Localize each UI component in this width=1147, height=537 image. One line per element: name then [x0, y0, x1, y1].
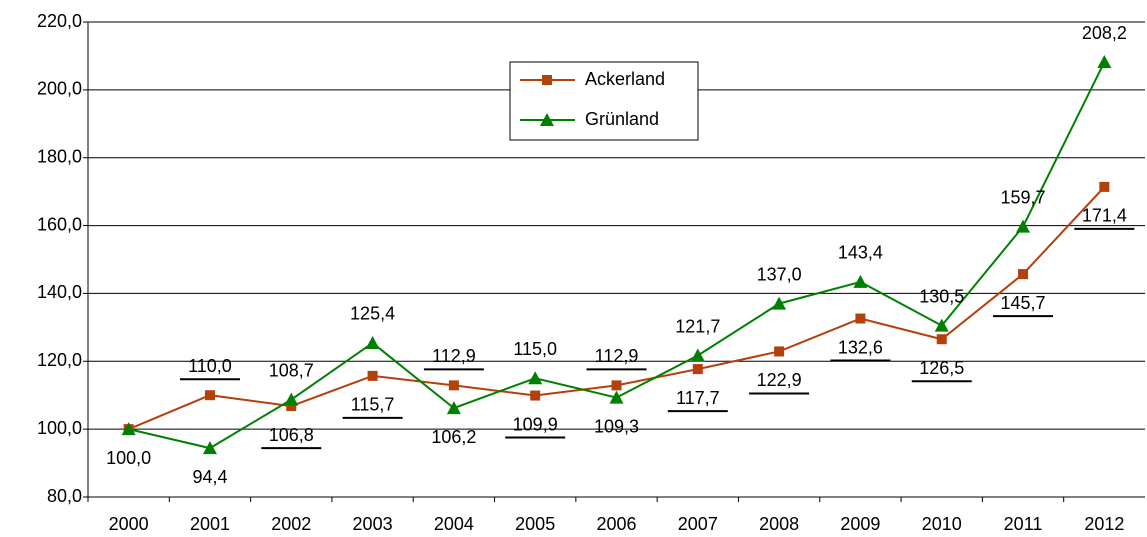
data-label: 106,8	[269, 425, 314, 445]
marker	[609, 390, 624, 404]
y-tick-label: 180,0	[37, 146, 82, 166]
y-tick-label: 80,0	[47, 486, 82, 506]
x-tick-label: 2007	[678, 514, 718, 534]
y-tick-label: 140,0	[37, 282, 82, 302]
x-tick-label: 2011	[1004, 514, 1043, 534]
data-label: 106,2	[431, 427, 476, 447]
data-label: 145,7	[1001, 293, 1046, 313]
marker	[284, 392, 299, 406]
marker	[853, 274, 868, 288]
legend-box	[509, 61, 699, 141]
data-label: 94,4	[192, 467, 227, 487]
data-label: 208,2	[1082, 23, 1127, 43]
x-tick-label: 2012	[1084, 514, 1124, 534]
marker	[1016, 219, 1031, 233]
marker	[446, 401, 461, 415]
marker	[1018, 269, 1029, 280]
marker	[121, 422, 136, 436]
data-label: 109,3	[594, 416, 639, 436]
marker	[855, 313, 866, 324]
data-label: 115,7	[351, 395, 395, 415]
marker	[202, 441, 217, 455]
marker	[936, 334, 947, 345]
data-label: 121,7	[675, 316, 720, 336]
data-label: 115,0	[513, 339, 557, 359]
data-label: 130,5	[919, 286, 964, 306]
x-tick-label: 2009	[840, 514, 880, 534]
marker	[367, 370, 378, 381]
data-label: 100,0	[106, 448, 151, 468]
x-tick-label: 2002	[271, 514, 311, 534]
y-tick-label: 200,0	[37, 79, 82, 99]
data-label: 109,9	[513, 414, 558, 434]
marker	[1097, 55, 1112, 69]
marker	[286, 401, 297, 412]
y-tick-label: 100,0	[37, 418, 82, 438]
x-tick-label: 2000	[109, 514, 149, 534]
x-tick-label: 2003	[353, 514, 393, 534]
marker	[530, 390, 541, 401]
marker	[540, 113, 554, 126]
data-label: 171,4	[1082, 206, 1127, 226]
data-label: 159,7	[1001, 187, 1046, 207]
y-tick-label: 160,0	[37, 214, 82, 234]
x-tick-label: 2004	[434, 514, 474, 534]
x-tick-label: 2010	[922, 514, 962, 534]
marker	[528, 371, 543, 385]
marker	[611, 380, 622, 391]
marker	[542, 75, 552, 85]
marker	[772, 296, 787, 310]
marker	[448, 380, 459, 391]
data-label: 112,9	[432, 346, 476, 366]
data-label: 143,4	[838, 243, 883, 263]
data-label: 137,0	[757, 264, 802, 284]
data-label: 122,9	[757, 370, 802, 390]
marker	[692, 364, 703, 375]
x-tick-label: 2001	[190, 514, 230, 534]
marker	[934, 318, 949, 332]
data-label: 110,0	[188, 356, 232, 376]
marker	[365, 335, 380, 349]
marker	[204, 390, 215, 401]
marker	[774, 346, 785, 357]
data-label: 125,4	[350, 304, 395, 324]
y-tick-label: 220,0	[37, 11, 82, 31]
x-tick-label: 2005	[515, 514, 555, 534]
data-label: 108,7	[269, 360, 314, 380]
data-label: 112,9	[595, 346, 639, 366]
marker	[1099, 181, 1110, 192]
marker	[690, 348, 705, 362]
legend-label: Grünland	[585, 109, 659, 129]
data-label: 126,5	[919, 358, 964, 378]
x-tick-label: 2008	[759, 514, 799, 534]
data-label: 117,7	[676, 388, 720, 408]
legend-label: Ackerland	[585, 69, 665, 89]
data-label: 132,6	[838, 337, 883, 357]
x-tick-label: 2006	[596, 514, 636, 534]
y-tick-label: 120,0	[37, 350, 82, 370]
